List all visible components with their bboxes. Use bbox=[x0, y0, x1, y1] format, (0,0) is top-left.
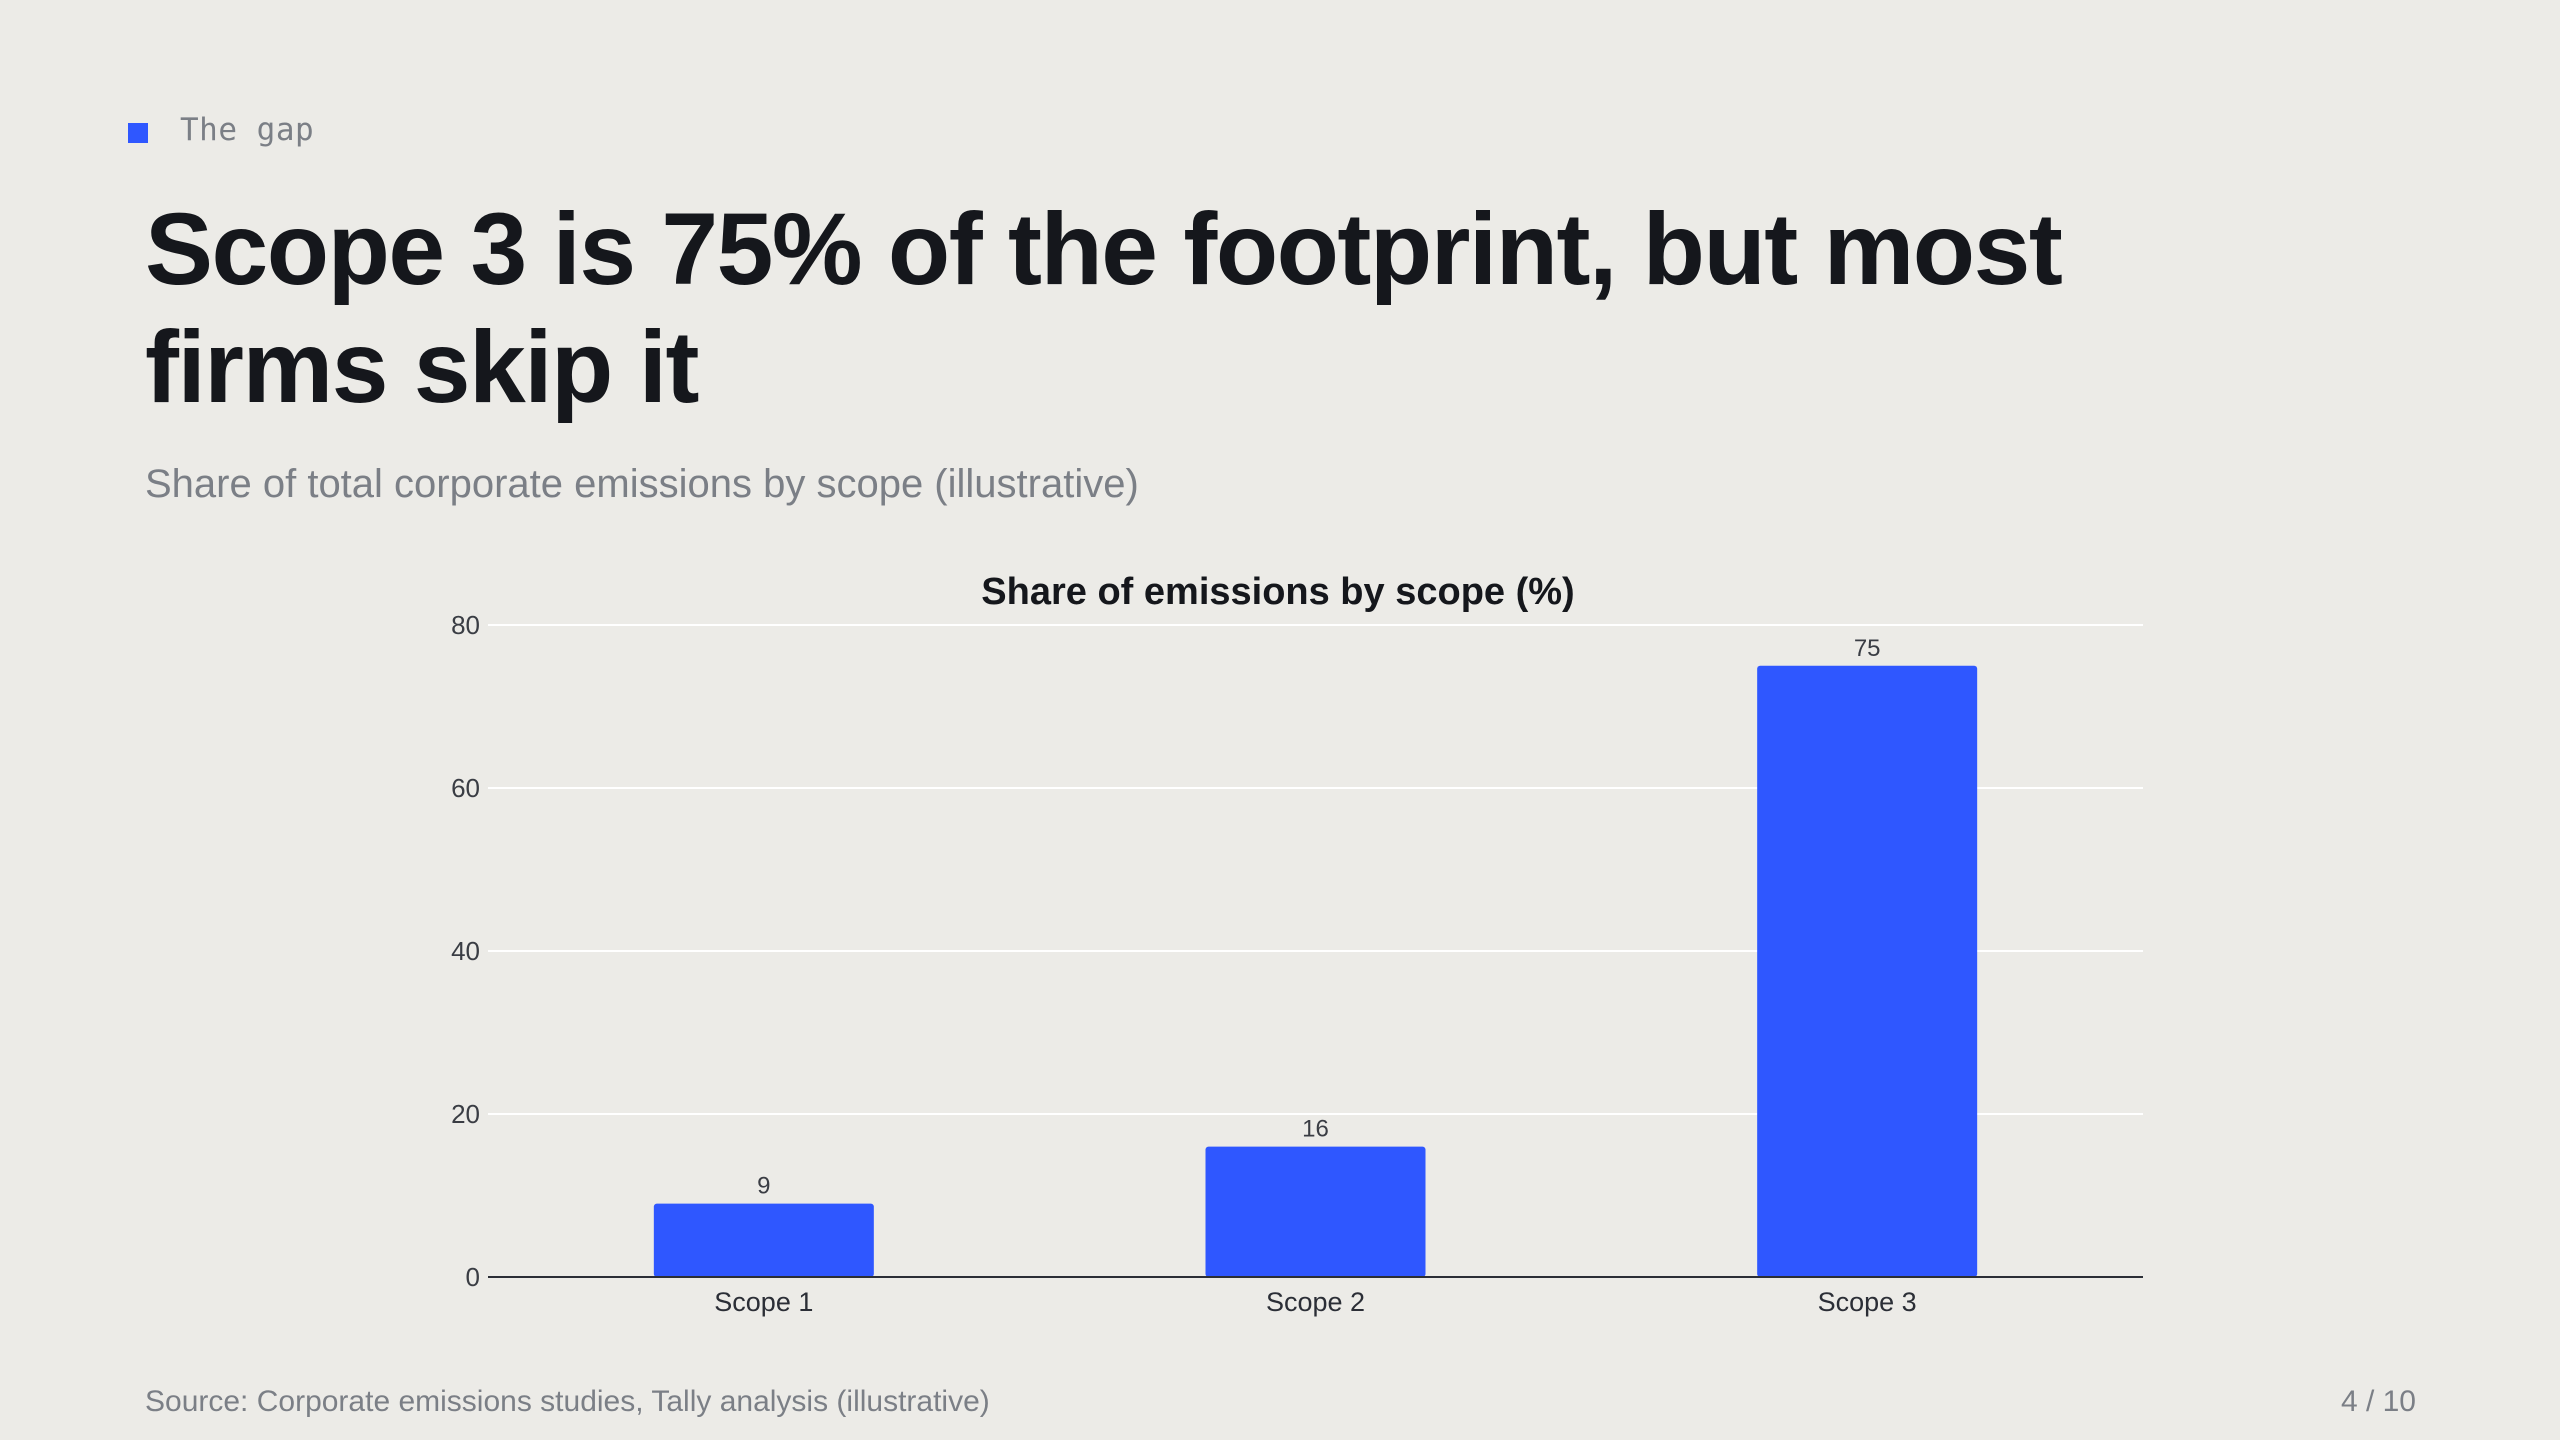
bar-value-label: 16 bbox=[1302, 1116, 1329, 1143]
bar-value-label: 75 bbox=[1854, 635, 1881, 662]
bar bbox=[653, 1203, 874, 1277]
chart-title: Share of emissions by scope (%) bbox=[981, 571, 1574, 613]
x-tick-label: Scope 3 bbox=[1818, 1287, 1917, 1317]
y-tick-label: 20 bbox=[451, 1099, 480, 1129]
y-tick-label: 0 bbox=[466, 1262, 480, 1292]
slide-subtitle: Share of total corporate emissions by sc… bbox=[145, 462, 1139, 506]
bar bbox=[1205, 1146, 1426, 1277]
section-kicker: The gap bbox=[128, 110, 314, 150]
page-number: 4 / 10 bbox=[2340, 1385, 2416, 1418]
bar-value-label: 9 bbox=[757, 1173, 770, 1200]
source-note: Source: Corporate emissions studies, Tal… bbox=[145, 1385, 990, 1418]
slide-title: Scope 3 is 75% of the footprint, but mos… bbox=[145, 192, 2063, 424]
bar bbox=[1757, 665, 1978, 1277]
kicker-label: The gap bbox=[180, 112, 315, 148]
x-tick-label: Scope 2 bbox=[1266, 1287, 1365, 1317]
x-tick-label: Scope 1 bbox=[714, 1287, 813, 1317]
y-tick-label: 80 bbox=[451, 610, 480, 640]
y-tick-label: 40 bbox=[451, 936, 480, 966]
kicker-square-icon bbox=[128, 123, 148, 143]
y-tick-label: 60 bbox=[451, 773, 480, 803]
